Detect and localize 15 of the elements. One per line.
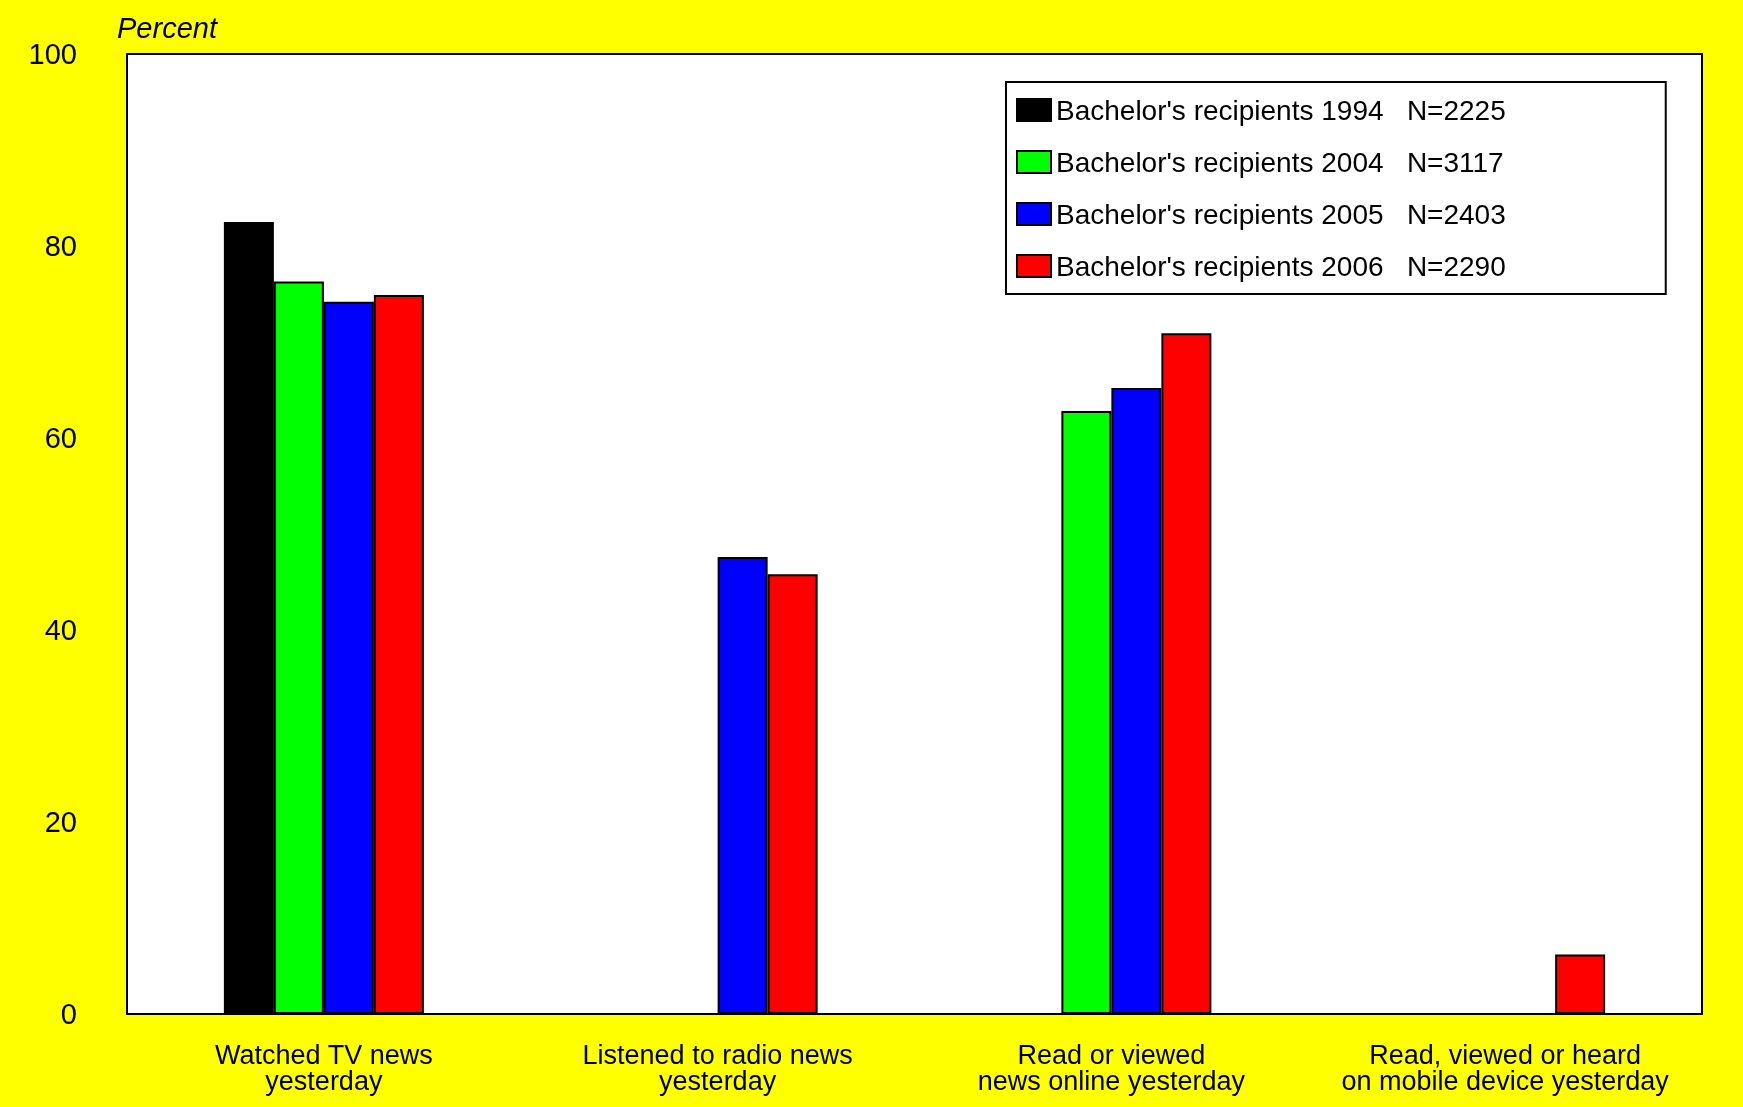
x-tick-label: Watched TV news yesterday	[215, 1040, 433, 1096]
y-tick-label: 60	[44, 422, 77, 454]
y-tick-label: 40	[44, 614, 77, 646]
y-tick-label: 80	[44, 230, 77, 262]
legend-label: Bachelor's recipients 2005 N=2403	[1056, 198, 1506, 230]
y-tick-label: 0	[60, 998, 77, 1030]
legend-label: Bachelor's recipients 2006 N=2290	[1056, 250, 1506, 282]
x-tick-label: Read or viewed news online yesterday	[977, 1040, 1246, 1096]
y-tick-label: 20	[44, 806, 77, 838]
x-tick-label: Read, viewed or heard on mobile device yesterday	[1341, 1040, 1670, 1096]
x-tick-label: Listened to radio news yesterday	[582, 1040, 853, 1096]
y-tick-label: 100	[28, 38, 77, 70]
legend-label: Bachelor's recipients 2004 N=3117	[1056, 146, 1504, 178]
y-axis-title: Percent	[117, 11, 219, 44]
legend-label: Bachelor's recipients 1994 N=2225	[1056, 94, 1506, 126]
